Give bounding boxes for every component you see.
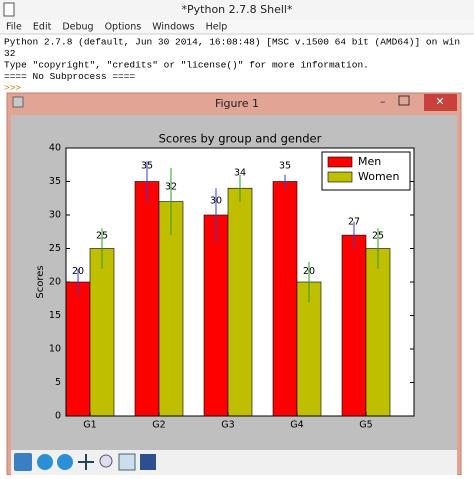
- bar: [365, 248, 391, 417]
- x-tick-label: G1: [83, 420, 96, 431]
- x-tick-label: G2: [152, 420, 165, 431]
- subplots-button[interactable]: [118, 453, 136, 471]
- value-label: 30: [210, 195, 222, 206]
- legend-label: Women: [358, 170, 399, 183]
- shell-line: Python 2.7.8 (default, Jun 30 2014, 16:0…: [4, 37, 460, 48]
- menu-bar: [0, 20, 474, 34]
- save-button[interactable]: [140, 454, 156, 470]
- y-tick-label: 10: [49, 344, 61, 355]
- value-label: 34: [234, 167, 246, 178]
- value-label: 20: [303, 266, 315, 277]
- toolbar: [11, 450, 457, 475]
- menu-item[interactable]: Debug: [62, 22, 93, 33]
- toolbar-buttons: [14, 453, 156, 471]
- shell-titlebar: [0, 0, 474, 20]
- value-label: 35: [279, 160, 291, 171]
- shell-icon: [3, 2, 15, 17]
- y-tick-label: 5: [55, 377, 61, 388]
- menu-item[interactable]: Windows: [152, 22, 194, 33]
- bar: [272, 181, 298, 417]
- figure-title: Figure 1: [215, 97, 259, 110]
- y-axis-label: Scores: [35, 265, 46, 298]
- menu: File Edit Debug Options Windows Help: [6, 22, 227, 33]
- prompt: >>>: [4, 83, 21, 94]
- y-tick-label: 0: [55, 411, 61, 422]
- y-tick-label: 20: [49, 277, 61, 288]
- x-tick-label: G4: [290, 420, 303, 431]
- x-tick-label: G5: [359, 420, 372, 431]
- close-button[interactable]: [424, 94, 457, 111]
- bar: [203, 214, 229, 417]
- menu-item[interactable]: Help: [206, 22, 228, 33]
- y-tick-label: 40: [49, 143, 61, 154]
- bar: [89, 248, 115, 417]
- forward-button[interactable]: [57, 454, 73, 470]
- plot-frame: [65, 147, 415, 417]
- menu-item[interactable]: Edit: [33, 22, 52, 33]
- figure-icon: [12, 96, 24, 108]
- zoom-button[interactable]: [99, 454, 113, 468]
- chart: Scores by group and gender Scores 0 5 10 15 20…: [35, 132, 415, 431]
- shell-line: 32: [4, 48, 16, 59]
- value-label: 25: [372, 231, 384, 242]
- pan-button[interactable]: [78, 454, 94, 470]
- chart-title: Scores by group and gender: [159, 132, 322, 146]
- value-label: 32: [165, 181, 177, 192]
- legend-swatch: [327, 156, 353, 168]
- y-tick-label: 25: [49, 243, 61, 254]
- legend-swatch: [327, 171, 353, 183]
- menu-item[interactable]: Options: [105, 22, 142, 33]
- bar: [341, 234, 367, 417]
- close-icon: ✕: [435, 95, 444, 108]
- shell-text: Python 2.7.8 (default, Jun 30 2014, 16:0…: [4, 37, 460, 83]
- bar: [296, 281, 322, 417]
- bar: [65, 281, 91, 417]
- legend-label: Men: [358, 155, 381, 168]
- value-label: 20: [72, 266, 84, 277]
- bar: [227, 187, 253, 417]
- maximize-button[interactable]: [398, 95, 410, 106]
- menu-item[interactable]: File: [6, 22, 22, 33]
- y-tick-label: 15: [49, 310, 61, 321]
- y-tick-label: 30: [49, 210, 61, 221]
- y-tick-label: 35: [49, 176, 61, 187]
- shell-title: *Python 2.7.8 Shell*: [182, 3, 293, 16]
- x-tick-label: G3: [221, 420, 234, 431]
- value-label: 27: [348, 217, 360, 228]
- shell-line: ==== No Subprocess ====: [4, 71, 135, 82]
- bar: [134, 181, 160, 417]
- shell-line: Type "copyright", "credits" or "license(…: [4, 60, 369, 71]
- value-label: 35: [141, 160, 153, 171]
- home-button[interactable]: [14, 453, 32, 471]
- back-button[interactable]: [37, 454, 53, 470]
- minimize-button[interactable]: –: [380, 95, 386, 108]
- value-label: 25: [96, 231, 108, 242]
